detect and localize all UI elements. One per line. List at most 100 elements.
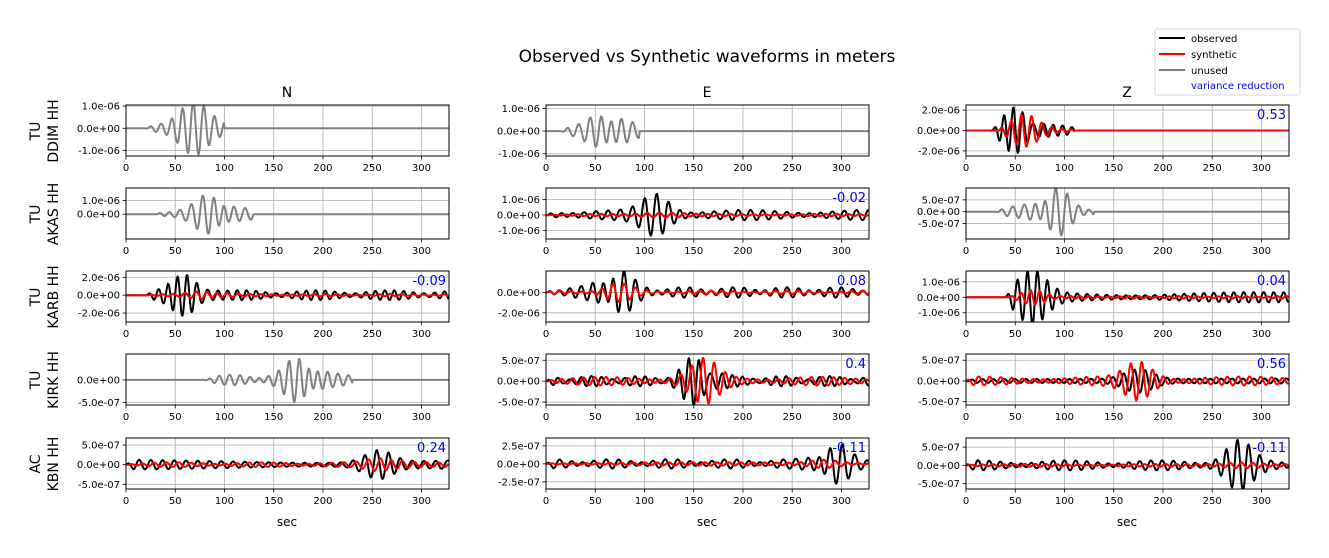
xtick-label-kirk-z-0: 0 (963, 412, 969, 423)
row-labels: TU DDIM HH TU AKAS HH TU KARB HH TU KIRK… (28, 99, 62, 491)
traces-kirk-n (126, 358, 449, 404)
traces-kirk-e (546, 356, 869, 405)
observed-trace-kbn-n (126, 449, 449, 480)
ytick-label-akas-e-2: -1.0e-06 (498, 226, 540, 237)
xtick-label-kirk-z-2: 100 (1055, 412, 1074, 423)
ytick-label-akas-e-0: 1.0e-06 (502, 195, 540, 206)
ytick-label-kbn-e-2: -2.5e-07 (498, 477, 540, 488)
unused-trace-kirk-n (126, 358, 449, 404)
x-axis-label-n: sec (277, 515, 297, 529)
axes-frame-kirk-n (125, 353, 450, 406)
xtick-label-kbn-e-4: 200 (733, 496, 752, 507)
column-title-e: E (703, 85, 712, 101)
legend-label-observed: observed (1191, 34, 1237, 45)
xtick-label-akas-e-2: 100 (635, 246, 654, 257)
variance-reduction-kbn-e: -0.11 (832, 441, 866, 456)
ytick-label-karb-n-0: 2.0e-06 (82, 273, 120, 284)
xtick-label-akas-n-5: 250 (363, 246, 382, 257)
ytick-label-karb-e-1: -2.0e-06 (498, 308, 540, 319)
xtick-label-ddim-z-6: 300 (1252, 163, 1271, 174)
xtick-label-kirk-z-4: 200 (1153, 412, 1172, 423)
xtick-label-karb-e-0: 0 (543, 329, 549, 340)
xtick-label-karb-e-5: 250 (783, 329, 802, 340)
xtick-label-kirk-e-4: 200 (733, 412, 752, 423)
xtick-label-ddim-n-2: 100 (215, 163, 234, 174)
figure-title: Observed vs Synthetic waveforms in meter… (519, 47, 896, 67)
ytick-label-karb-e-0: 0.0e+00 (497, 288, 540, 299)
unused-trace-ddim-e (546, 115, 869, 148)
traces-ddim-z (966, 106, 1289, 154)
xtick-label-kbn-n-4: 200 (313, 496, 332, 507)
xtick-label-kirk-e-6: 300 (832, 412, 851, 423)
observed-trace-karb-n (126, 274, 449, 317)
xtick-label-akas-e-5: 250 (783, 246, 802, 257)
xtick-label-kbn-z-2: 100 (1055, 496, 1074, 507)
unused-trace-ddim-n (126, 105, 449, 156)
row-label-net-1: TU (28, 205, 44, 225)
xtick-label-kirk-n-6: 300 (412, 412, 431, 423)
xtick-label-kbn-z-3: 150 (1104, 496, 1123, 507)
ytick-label-kbn-z-2: -5.0e-07 (918, 479, 960, 490)
synthetic-trace-kbn-n (126, 457, 449, 472)
ytick-label-ddim-e-2: -1.0e-06 (498, 149, 540, 160)
axes-frame-kbn-n (125, 437, 450, 490)
observed-trace-kbn-z (966, 438, 1289, 489)
xtick-label-kirk-z-5: 250 (1203, 412, 1222, 423)
xtick-label-kirk-n-5: 250 (363, 412, 382, 423)
xtick-label-karb-z-1: 50 (1009, 329, 1022, 340)
ytick-label-kirk-z-1: 0.0e+00 (917, 376, 960, 387)
row-label-net-0: TU (28, 122, 44, 142)
xtick-label-karb-e-2: 100 (635, 329, 654, 340)
xtick-label-kbn-e-3: 150 (684, 496, 703, 507)
xtick-label-karb-n-2: 100 (215, 329, 234, 340)
xtick-label-akas-n-1: 50 (169, 246, 182, 257)
xtick-label-karb-n-1: 50 (169, 329, 182, 340)
ytick-label-kirk-z-0: 5.0e-07 (922, 356, 960, 367)
xtick-label-kirk-e-2: 100 (635, 412, 654, 423)
xtick-label-akas-e-4: 200 (733, 246, 752, 257)
xtick-label-karb-z-0: 0 (963, 329, 969, 340)
traces-kbn-e (546, 443, 869, 485)
synthetic-trace-ddim-z (966, 113, 1289, 148)
axes-frame-kirk-z (965, 353, 1290, 406)
xtick-label-ddim-z-0: 0 (963, 163, 969, 174)
row-label-station-2: KARB HH (46, 265, 62, 328)
axes-frame-ddim-e (545, 104, 870, 157)
ytick-label-kbn-e-1: 0.0e+00 (497, 459, 540, 470)
traces-karb-z (966, 271, 1289, 322)
panel-karb-e: 0 50 100 150 200 250 300 0.0e+00 -2.0e-06 0.08 (497, 270, 870, 340)
panel-akas-z: 0 50 100 150 200 250 300 5.0e-070.0e+00-5.0e-07 (917, 187, 1290, 257)
variance-reduction-kirk-z: 0.56 (1257, 357, 1286, 372)
ytick-label-ddim-n-1: 0.0e+00 (77, 124, 120, 135)
synthetic-trace-kirk-z (966, 361, 1289, 402)
legend-label-synthetic: synthetic (1191, 50, 1237, 61)
xtick-label-kirk-n-4: 200 (313, 412, 332, 423)
x-axis-labels: sec sec sec (277, 515, 1137, 529)
ytick-label-kirk-n-0: 0.0e+00 (77, 375, 120, 386)
xtick-label-kirk-z-6: 300 (1252, 412, 1271, 423)
legend-label-variance-reduction: variance reduction (1191, 81, 1285, 92)
axes-frame-akas-n (125, 187, 450, 240)
xtick-label-akas-z-4: 200 (1153, 246, 1172, 257)
xtick-label-ddim-n-5: 250 (363, 163, 382, 174)
ytick-label-kbn-z-1: 0.0e+00 (917, 461, 960, 472)
ytick-label-kirk-e-0: 5.0e-07 (502, 356, 540, 367)
ytick-label-kbn-n-0: 5.0e-07 (82, 441, 120, 452)
row-label-net-3: TU (28, 371, 44, 391)
panel-akas-e: 0 50 100 150 200 250 300 1.0e-06 0.0e+00 -1.0e-06… (497, 187, 870, 257)
xtick-label-akas-z-6: 300 (1252, 246, 1271, 257)
xtick-label-kbn-n-5: 250 (363, 496, 382, 507)
xtick-label-akas-n-6: 300 (412, 246, 431, 257)
ytick-label-kbn-z-0: 5.0e-07 (922, 443, 960, 454)
xtick-label-akas-e-6: 300 (832, 246, 851, 257)
xtick-label-kirk-e-3: 150 (684, 412, 703, 423)
xtick-label-ddim-z-2: 100 (1055, 163, 1074, 174)
unused-trace-akas-z (966, 188, 1289, 237)
xtick-label-kirk-n-2: 100 (215, 412, 234, 423)
xtick-label-kbn-n-6: 300 (412, 496, 431, 507)
xtick-label-kirk-n-3: 150 (264, 412, 283, 423)
panel-ddim-z: 0 50 100 150 200 250 300 2.0e-06 0.0e+00 -2.0e-06… (917, 104, 1290, 174)
xtick-label-karb-n-3: 150 (264, 329, 283, 340)
ytick-label-akas-z-2: -5.0e-07 (918, 219, 960, 230)
